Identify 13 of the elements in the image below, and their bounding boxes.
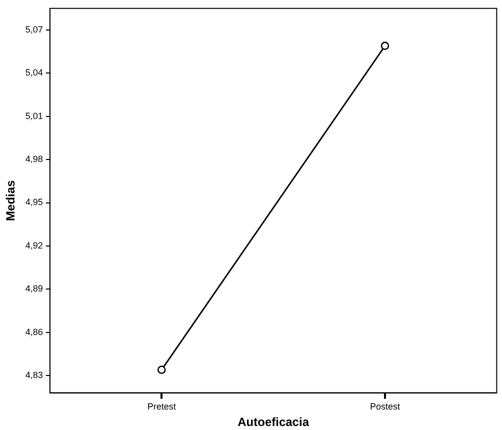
y-axis-title: Medias (4, 180, 18, 221)
x-tick-label: Pretest (147, 402, 176, 412)
y-tick-label: 4,83 (25, 370, 43, 380)
y-tick-label: 4,95 (25, 197, 43, 208)
y-tick-label: 4,86 (25, 326, 43, 337)
y-tick-label: 5,07 (25, 24, 43, 34)
y-tick-label: 4,89 (25, 284, 43, 294)
y-tick-label: 5,04 (25, 68, 43, 78)
y-tick-label: 4,98 (25, 154, 43, 164)
y-tick-label: 4,92 (25, 240, 43, 250)
x-tick-label: Postest (370, 402, 401, 412)
y-tick-label: 5,01 (25, 110, 43, 121)
x-axis-title: Autoeficacia (238, 415, 310, 430)
